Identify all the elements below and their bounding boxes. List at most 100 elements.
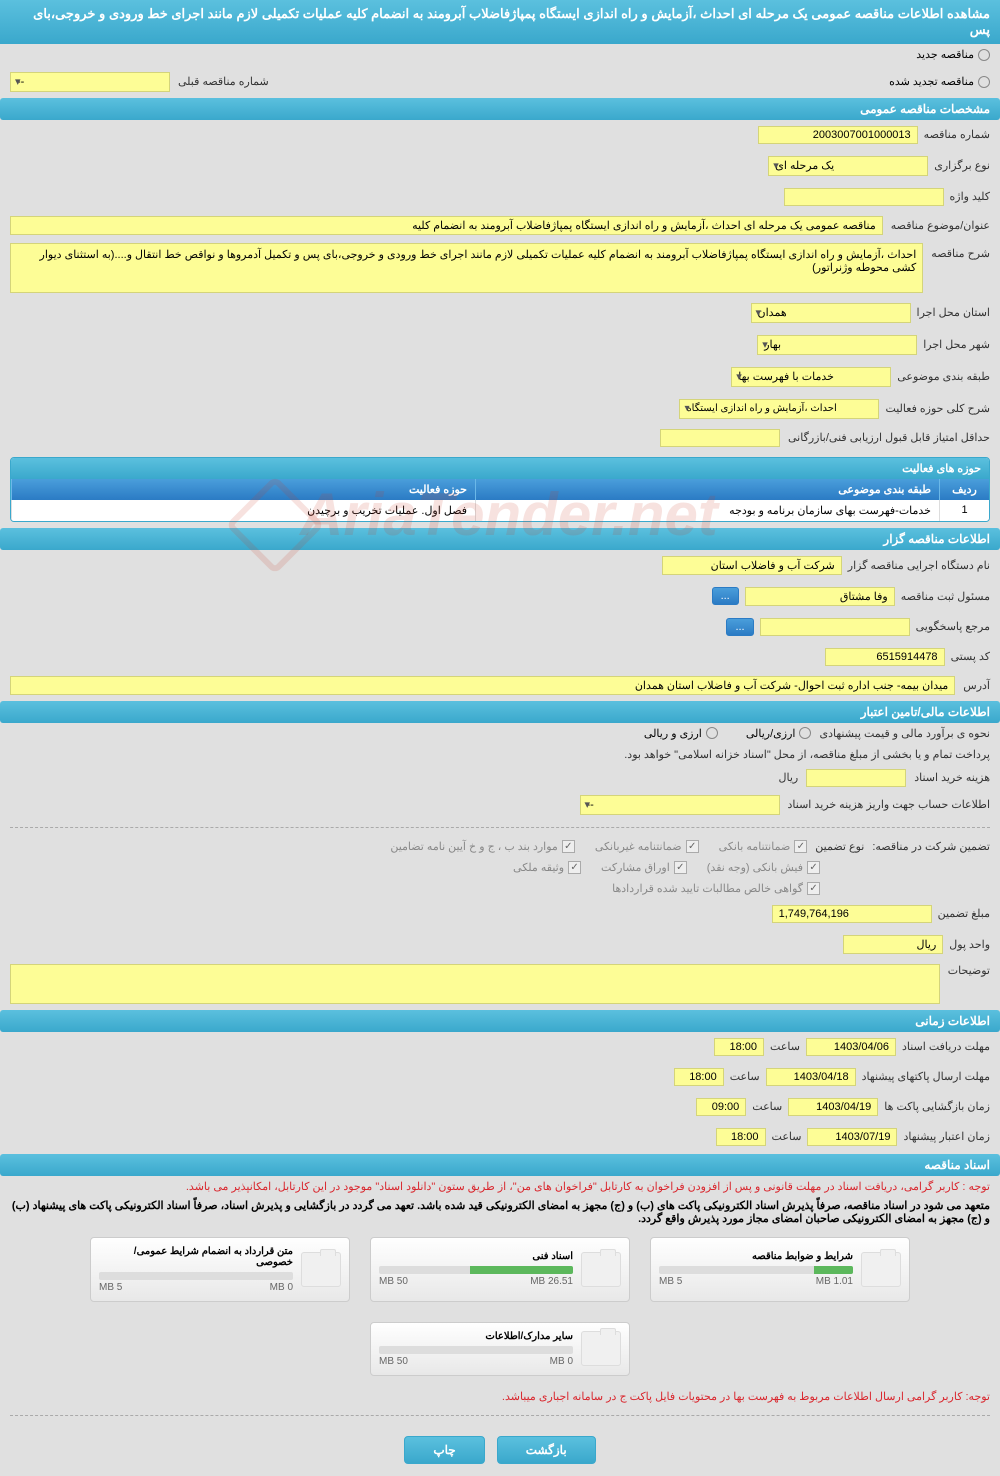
file-card[interactable]: اسناد فنی26.51 MB50 MB xyxy=(370,1237,630,1302)
file-name: شرایط و ضوابط مناقصه xyxy=(659,1251,853,1262)
cb-net-claims[interactable]: ✓گواهی خالص مطالبات تایید شده قراردادها xyxy=(612,882,820,895)
radio-arzi-riali-2[interactable]: ارزی و ریالی xyxy=(644,727,718,740)
open-time: 09:00 xyxy=(696,1098,746,1116)
guarantee-type-label: نوع تضمین xyxy=(815,840,864,853)
saat-4: ساعت xyxy=(772,1130,802,1143)
keyword-label: کلید واژه xyxy=(950,190,990,203)
radio-new-label: مناقصه جدید xyxy=(916,48,974,61)
open-time-label: زمان بازگشایی پاکت ها xyxy=(884,1100,990,1113)
radio-arzi-riali-2-label: ارزی و ریالی xyxy=(644,727,702,740)
doc-cost-value[interactable] xyxy=(806,769,906,787)
page-title: مشاهده اطلاعات مناقصه عمومی یک مرحله ای … xyxy=(0,0,1000,44)
tender-number-label: شماره مناقصه xyxy=(924,128,990,141)
submit-deadline-date: 1403/04/18 xyxy=(766,1068,856,1086)
cb-bank-guarantee[interactable]: ✓ضمانتنامه بانکی xyxy=(719,840,808,853)
exec-value: شرکت آب و فاضلاب استان xyxy=(662,556,842,575)
province-select[interactable]: همدان xyxy=(751,303,911,323)
file-card[interactable]: شرایط و ضوابط مناقصه 1.01 MB 5 MB xyxy=(650,1237,910,1302)
cb-participation-label: اوراق مشارکت xyxy=(601,861,670,874)
unit-value: ریال xyxy=(843,935,943,954)
section-time-header: اطلاعات زمانی xyxy=(0,1010,1000,1032)
cb-net-claims-label: گواهی خالص مطالبات تایید شده قراردادها xyxy=(612,882,803,895)
keyword-input[interactable] xyxy=(784,188,944,206)
responder-more-button[interactable]: ... xyxy=(726,618,753,636)
cell-act: فصل اول. عملیات تخریب و برچیدن xyxy=(11,500,475,521)
submit-deadline-label: مهلت ارسال پاکتهای پیشنهاد xyxy=(862,1070,990,1083)
desc-textarea[interactable]: احداث ،آزمایش و راه اندازی ایستگاه پمپاژ… xyxy=(10,243,923,293)
city-label: شهر محل اجرا xyxy=(923,338,990,351)
amount-value: 1,749,764,196 xyxy=(772,905,932,923)
saat-3: ساعت xyxy=(752,1100,782,1113)
method-label: نحوه ی برآورد مالی و قیمت پیشنهادی xyxy=(819,727,990,740)
notes-label: توضیحات xyxy=(948,964,990,977)
activity-table: حوزه های فعالیت ردیف طبقه بندی موضوعی حو… xyxy=(10,457,990,522)
section-docs-header: اسناد مناقصه xyxy=(0,1154,1000,1176)
cb-participation[interactable]: ✓اوراق مشارکت xyxy=(601,861,687,874)
back-button[interactable]: بازگشت xyxy=(497,1436,596,1464)
postal-label: کد پستی xyxy=(951,650,990,663)
province-label: استان محل اجرا xyxy=(917,306,990,319)
saat-1: ساعت xyxy=(770,1040,800,1053)
deposit-info-label: اطلاعات حساب جهت واریز هزینه خرید اسناد xyxy=(788,798,990,811)
section-general-header: مشخصات مناقصه عمومی xyxy=(0,98,1000,120)
tender-number-value: 2003007001000013 xyxy=(758,126,918,144)
radio-renewed-tender[interactable]: مناقصه تجدید شده xyxy=(889,75,990,88)
file-grid: شرایط و ضوابط مناقصه 1.01 MB 5 MB اسناد فنی… xyxy=(0,1227,1000,1386)
address-value: میدان بیمه- جنب اداره ثبت احوال- شرکت آب… xyxy=(10,676,955,695)
cell-cat: خدمات-فهرست بهای سازمان برنامه و بودجه xyxy=(475,500,939,521)
table-row: 1 خدمات-فهرست بهای سازمان برنامه و بودجه… xyxy=(11,500,989,521)
amount-label: مبلغ تضمین xyxy=(938,907,990,920)
prev-number-select[interactable]: -- xyxy=(10,72,170,92)
file-used: 26.51 MB xyxy=(530,1276,573,1287)
activity-scope-select[interactable]: احداث ،آزمایش و راه اندازی ایستگاه xyxy=(679,399,879,419)
folder-icon xyxy=(581,1252,621,1287)
docs-note-3: توجه: کاربر گرامی ارسال اطلاعات مربوط به… xyxy=(0,1386,1000,1407)
activity-table-title: حوزه های فعالیت xyxy=(11,458,989,479)
cb-items-bjh[interactable]: ✓موارد بند ب ، ج و خ آیین نامه تضامین xyxy=(390,840,574,853)
folder-icon xyxy=(861,1252,901,1287)
section-financial-header: اطلاعات مالی/تامین اعتبار xyxy=(0,701,1000,723)
payment-note: پرداخت تمام و یا بخشی از مبلغ مناقصه، از… xyxy=(624,748,990,761)
postal-value: 6515914478 xyxy=(825,648,945,666)
docs-note-2: متعهد می شود در اسناد مناقصه، صرفاً پذیر… xyxy=(0,1197,1000,1227)
receive-deadline-label: مهلت دریافت اسناد xyxy=(902,1040,990,1053)
city-select[interactable]: بهار xyxy=(757,335,917,355)
submit-deadline-time: 18:00 xyxy=(674,1068,724,1086)
folder-icon xyxy=(301,1252,341,1287)
tender-type-label: نوع برگزاری xyxy=(934,159,990,172)
category-select[interactable]: خدمات با فهرست بها xyxy=(731,367,891,387)
col-act-header: حوزه فعالیت xyxy=(11,479,475,500)
exec-label: نام دستگاه اجرایی مناقصه گزار xyxy=(848,559,990,572)
file-card[interactable]: متن قرارداد به انضمام شرایط عمومی/خصوصی0… xyxy=(90,1237,350,1302)
cb-property[interactable]: ✓وثیقه ملکی xyxy=(513,861,581,874)
radio-new-tender[interactable]: مناقصه جدید xyxy=(916,48,990,61)
file-used: 1.01 MB xyxy=(816,1276,853,1287)
subject-label: عنوان/موضوع مناقصه xyxy=(891,219,990,232)
cb-nonbank-guarantee[interactable]: ✓ضمانتنامه غیربانکی xyxy=(595,840,699,853)
notes-textarea[interactable] xyxy=(10,964,940,1004)
prev-number-label: شماره مناقصه قبلی xyxy=(178,75,269,88)
tender-type-select[interactable]: یک مرحله ای xyxy=(768,156,928,176)
cb-items-bjh-label: موارد بند ب ، ج و خ آیین نامه تضامین xyxy=(390,840,557,853)
open-date: 1403/04/19 xyxy=(788,1098,878,1116)
print-button[interactable]: چاپ xyxy=(404,1436,484,1464)
receive-deadline-date: 1403/04/06 xyxy=(806,1038,896,1056)
deposit-info-select[interactable]: -- xyxy=(580,795,780,815)
file-name: متن قرارداد به انضمام شرایط عمومی/خصوصی xyxy=(99,1246,293,1268)
radio-arzi-riali[interactable]: ارزی/ریالی xyxy=(746,727,812,740)
file-total: 5 MB xyxy=(659,1276,682,1287)
subject-value: مناقصه عمومی یک مرحله ای احداث ،آزمایش و… xyxy=(10,216,883,235)
min-score-value[interactable] xyxy=(660,429,780,447)
cb-property-label: وثیقه ملکی xyxy=(513,861,564,874)
file-card[interactable]: سایر مدارک/اطلاعات0 MB50 MB xyxy=(370,1322,630,1376)
saat-2: ساعت xyxy=(730,1070,760,1083)
receive-deadline-time: 18:00 xyxy=(714,1038,764,1056)
reg-officer-more-button[interactable]: ... xyxy=(712,587,739,605)
radio-renewed-label: مناقصه تجدید شده xyxy=(889,75,974,88)
validity-date: 1403/07/19 xyxy=(807,1128,897,1146)
responder-value[interactable] xyxy=(760,618,910,636)
cb-nonbank-guarantee-label: ضمانتنامه غیربانکی xyxy=(595,840,682,853)
file-used: 0 MB xyxy=(550,1356,573,1367)
cb-bank-fish[interactable]: ✓فیش بانکی (وجه نقد) xyxy=(707,861,820,874)
cb-bank-fish-label: فیش بانکی (وجه نقد) xyxy=(707,861,803,874)
